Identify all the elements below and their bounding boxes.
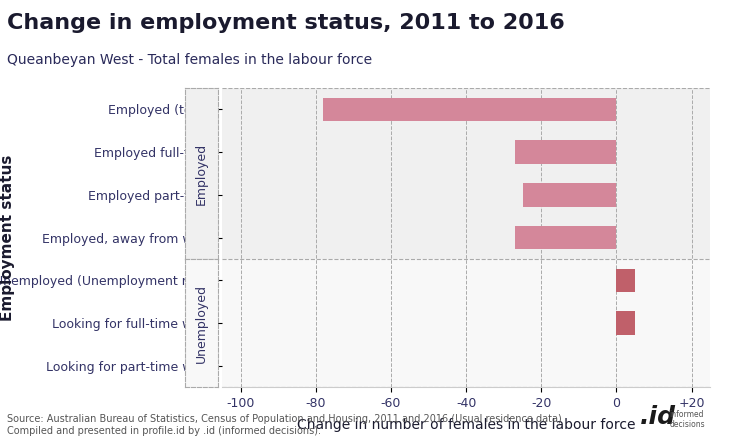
Bar — [222, 88, 710, 259]
Bar — [515, 140, 616, 164]
Text: Change in employment status, 2011 to 2016: Change in employment status, 2011 to 201… — [7, 13, 565, 33]
Bar — [323, 98, 616, 121]
X-axis label: Change in number of females in the labour force: Change in number of females in the labou… — [297, 418, 636, 432]
Bar — [616, 268, 635, 292]
Bar — [222, 259, 710, 387]
Bar — [515, 226, 616, 249]
Bar — [616, 312, 635, 335]
Bar — [522, 183, 616, 207]
Text: informed
decisions: informed decisions — [670, 410, 705, 429]
Text: Source: Australian Bureau of Statistics, Census of Population and Housing, 2011 : Source: Australian Bureau of Statistics,… — [7, 414, 562, 436]
Text: .id: .id — [640, 405, 676, 429]
Text: Unemployed: Unemployed — [195, 284, 208, 363]
Text: Employed: Employed — [195, 143, 208, 205]
Text: Queanbeyan West - Total females in the labour force: Queanbeyan West - Total females in the l… — [7, 53, 372, 67]
Text: Employment status: Employment status — [0, 154, 15, 321]
